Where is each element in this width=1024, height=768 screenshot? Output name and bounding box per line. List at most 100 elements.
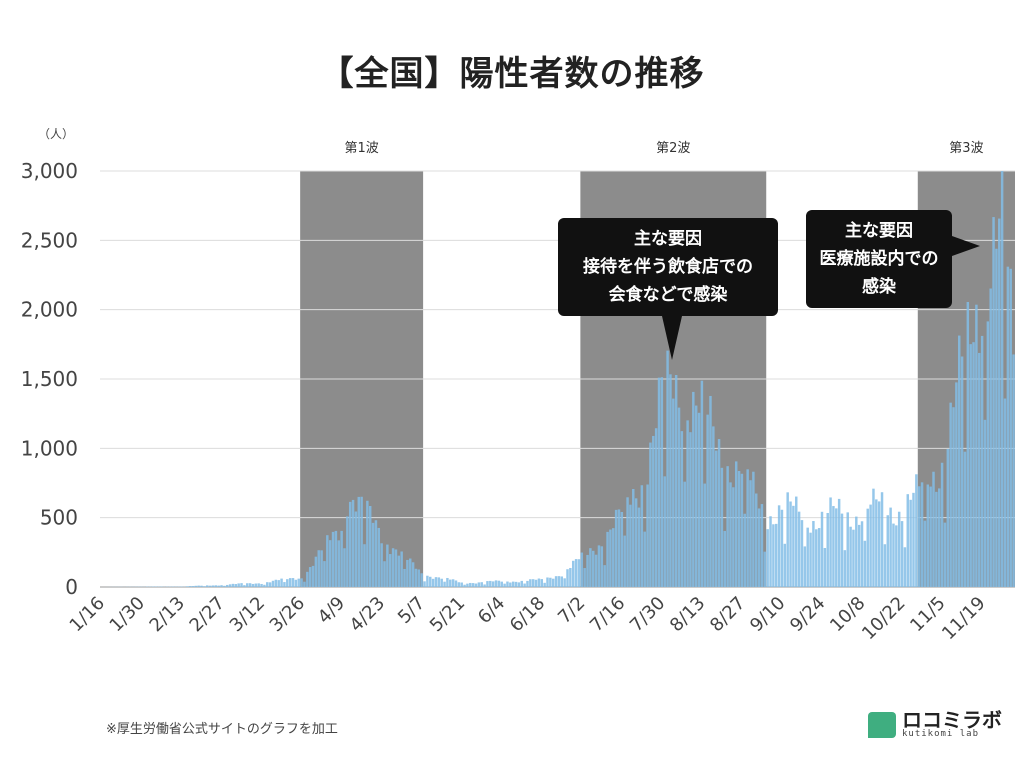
bar (351, 499, 355, 587)
bar (620, 511, 624, 587)
bar (917, 486, 921, 587)
bar (923, 520, 927, 587)
bar (494, 580, 498, 587)
bar (397, 555, 401, 587)
bar (331, 531, 335, 587)
bar (1012, 354, 1015, 587)
bar (883, 544, 887, 587)
bar (529, 579, 532, 587)
bar (700, 380, 704, 587)
bar (534, 579, 538, 587)
x-tick-label: 4/9 (314, 593, 349, 628)
bar (623, 535, 626, 587)
bar (294, 579, 298, 587)
bar (266, 582, 269, 587)
bar (929, 486, 932, 587)
bar (431, 578, 435, 587)
y-tick-label: 500 (40, 506, 78, 530)
bar (866, 508, 869, 587)
bar (975, 304, 978, 587)
x-tick-label: 7/16 (586, 593, 629, 636)
bar (937, 488, 941, 587)
x-tick-label: 11/19 (938, 593, 990, 645)
bar (877, 501, 881, 587)
bar (243, 585, 246, 587)
x-tick-label: 9/10 (746, 593, 789, 636)
bar (371, 522, 375, 587)
bar (609, 529, 612, 587)
bar (426, 575, 429, 587)
bar (952, 407, 955, 587)
x-tick-label: 7/30 (626, 593, 669, 636)
bar (697, 412, 701, 587)
bar (855, 516, 858, 587)
bar (549, 577, 552, 587)
bar (220, 585, 223, 587)
bar (643, 531, 646, 587)
x-tick-label: 2/27 (186, 593, 229, 636)
x-tick-label: 6/4 (474, 593, 509, 628)
bar (383, 561, 386, 587)
bar (388, 554, 392, 587)
bar (414, 568, 418, 587)
bar (469, 582, 472, 587)
y-tick-label: 2,000 (21, 298, 78, 322)
bar (677, 407, 681, 587)
bar (271, 580, 275, 587)
bar (666, 350, 669, 587)
bar (734, 461, 738, 587)
wave-label-3: 第3波 (949, 141, 983, 156)
bar (720, 467, 724, 587)
bar (815, 529, 818, 587)
bar (423, 581, 426, 587)
bar (960, 356, 964, 587)
bar (849, 526, 852, 587)
bar (214, 585, 218, 587)
annotation-line: 感染 (862, 276, 896, 297)
bar (852, 529, 855, 587)
bar (714, 450, 718, 587)
bar (240, 583, 243, 587)
bar (400, 551, 403, 587)
bar (509, 582, 512, 587)
bar (740, 473, 744, 587)
bar (463, 584, 466, 587)
bar (686, 420, 689, 587)
x-tick-label: 5/21 (426, 593, 469, 636)
bar (777, 505, 781, 587)
bar (1006, 266, 1010, 587)
bar (972, 342, 975, 587)
bar (420, 573, 423, 587)
bar (803, 546, 807, 587)
y-tick-label: 3,000 (21, 159, 78, 183)
bar (806, 527, 809, 587)
bar (348, 501, 352, 587)
bar (732, 487, 735, 587)
bar (869, 504, 872, 587)
bar (654, 428, 658, 587)
bar (314, 556, 318, 587)
bar (380, 543, 383, 587)
bar (843, 550, 847, 587)
bar (597, 545, 601, 587)
bar (449, 579, 452, 587)
y-axis-ticks: 0 500 1,000 1,500 2,000 2,500 3,000 (21, 159, 78, 599)
y-tick-label: 2,500 (21, 228, 78, 252)
bar (343, 548, 346, 587)
wave-label-1: 第1波 (344, 141, 378, 156)
bar (368, 505, 372, 587)
bar (411, 562, 415, 587)
bar (334, 530, 338, 587)
bar (626, 497, 629, 587)
bar (403, 568, 406, 587)
bar (958, 335, 961, 587)
bar (589, 548, 592, 587)
annotation-pointer-1 (662, 316, 682, 360)
bar (337, 540, 340, 587)
bar (517, 582, 521, 587)
bar (386, 544, 389, 587)
bar (1009, 268, 1012, 587)
bar (674, 374, 678, 587)
bar (394, 549, 398, 587)
bar (692, 391, 695, 587)
